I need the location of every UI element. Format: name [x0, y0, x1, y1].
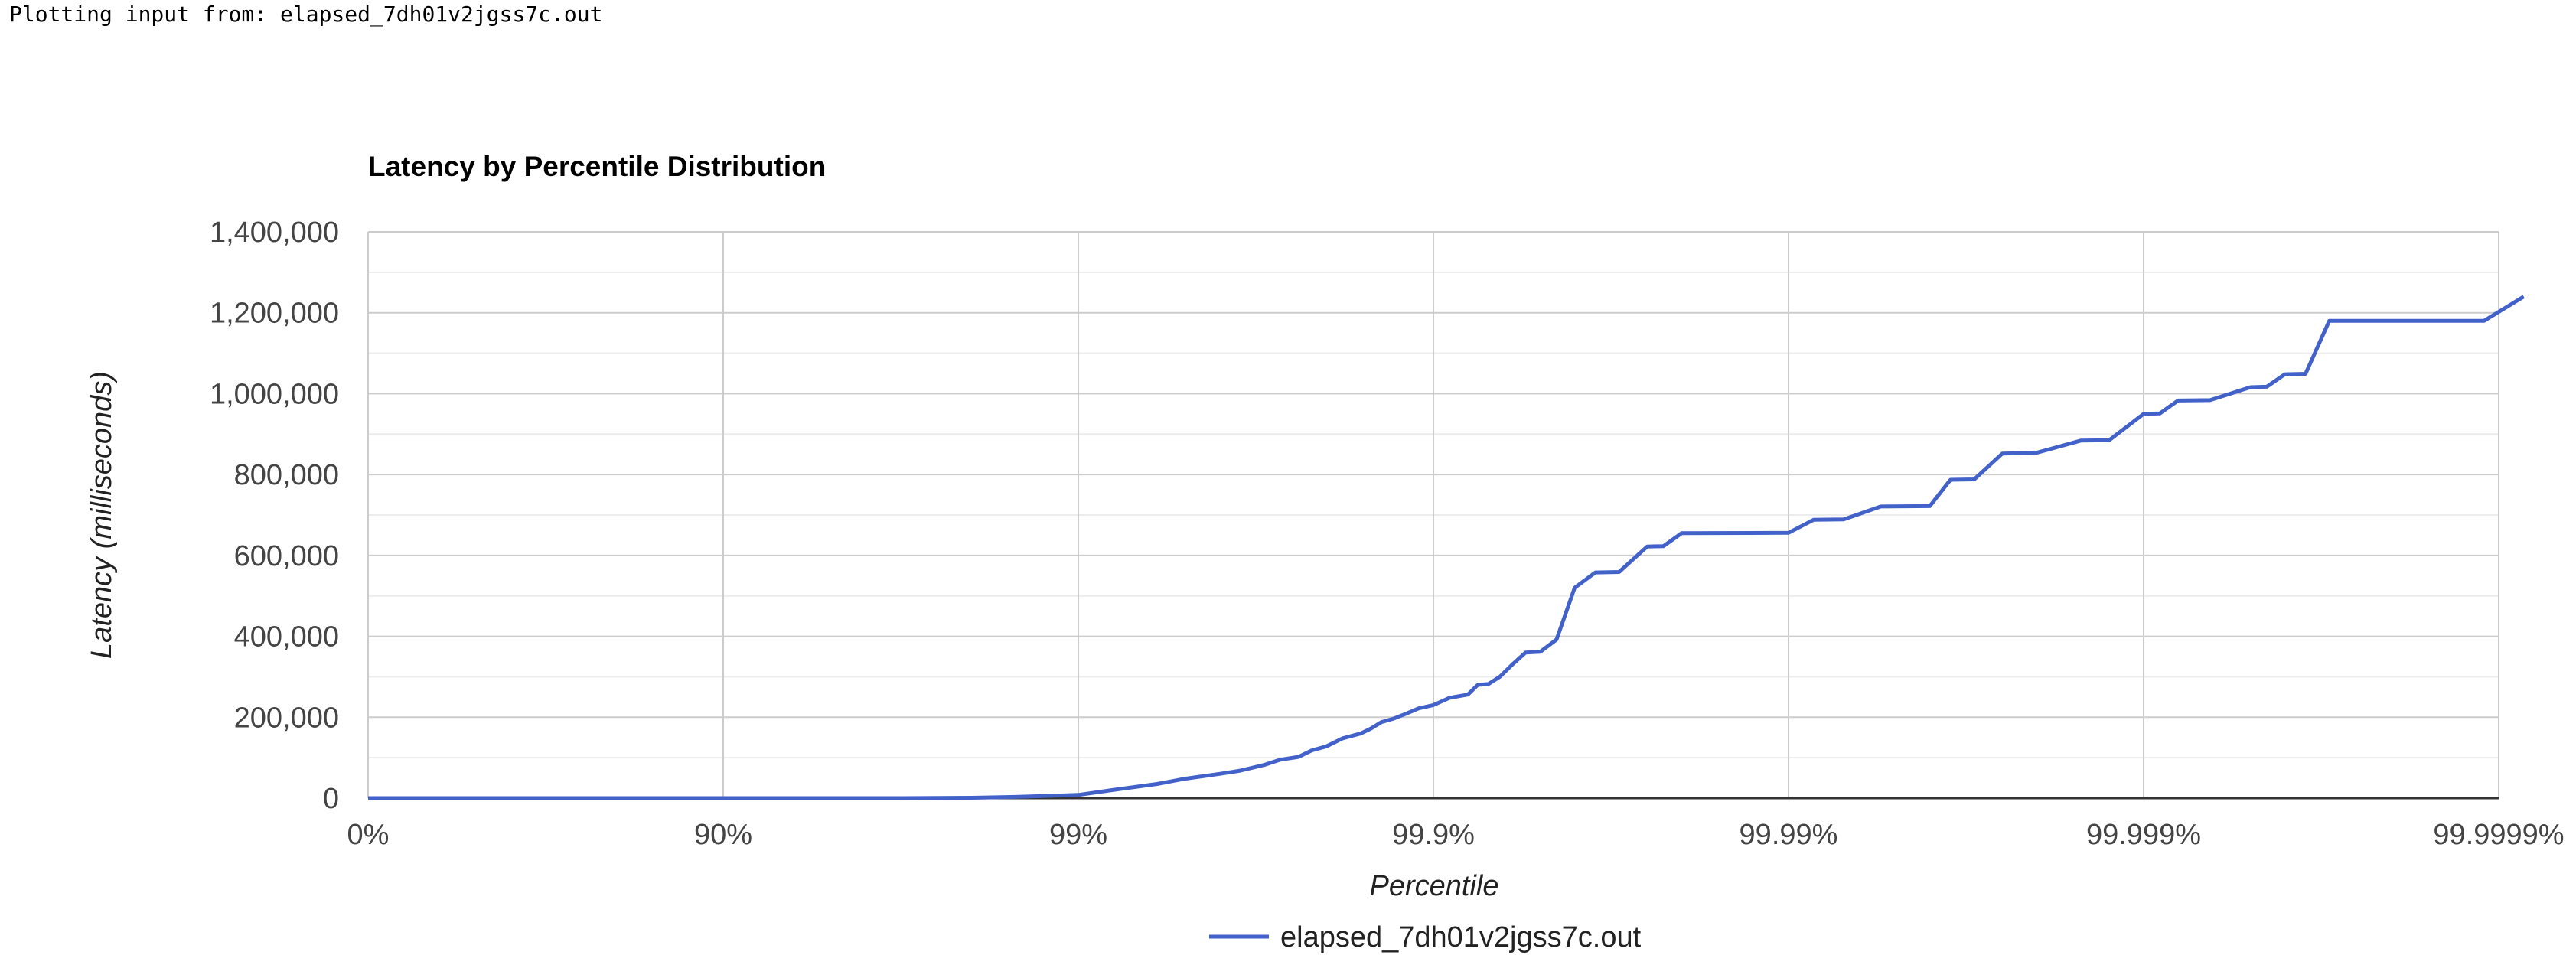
x-axis-ticks: 0% 90% 99% 99.9% 99.99% 99.999% 99.9999% — [347, 819, 2565, 851]
y-tick-label: 600,000 — [234, 540, 339, 572]
y-axis-title: Latency (milliseconds) — [86, 371, 118, 659]
y-tick-label: 1,000,000 — [210, 378, 339, 410]
x-tick-label: 99.9% — [1392, 819, 1475, 851]
legend-label: elapsed_7dh01v2jgss7c.out — [1280, 921, 1642, 953]
y-tick-label: 800,000 — [234, 459, 339, 491]
major-gridlines — [367, 231, 2499, 798]
x-tick-label: 99.99% — [1740, 819, 1838, 851]
x-tick-label: 99.9999% — [2433, 819, 2564, 851]
y-tick-label: 1,200,000 — [210, 298, 339, 330]
y-tick-label: 400,000 — [234, 621, 339, 653]
y-axis-ticks: 0 200,000 400,000 600,000 800,000 1,000,000 1,… — [210, 217, 339, 815]
x-tick-label: 99% — [1049, 819, 1107, 851]
y-tick-label: 1,400,000 — [210, 217, 339, 249]
input-file-caption: Plotting input from: elapsed_7dh01v2jgss… — [9, 2, 603, 27]
y-tick-label: 0 — [323, 783, 339, 815]
x-tick-label: 90% — [694, 819, 752, 851]
legend[interactable]: elapsed_7dh01v2jgss7c.out — [1209, 921, 1642, 953]
series-line — [368, 295, 2525, 800]
y-tick-label: 200,000 — [234, 702, 339, 734]
x-tick-label: 99.999% — [2086, 819, 2201, 851]
chart-title: Latency by Percentile Distribution — [368, 151, 826, 182]
x-axis-title: Percentile — [1370, 870, 1499, 902]
x-tick-label: 0% — [347, 819, 390, 851]
